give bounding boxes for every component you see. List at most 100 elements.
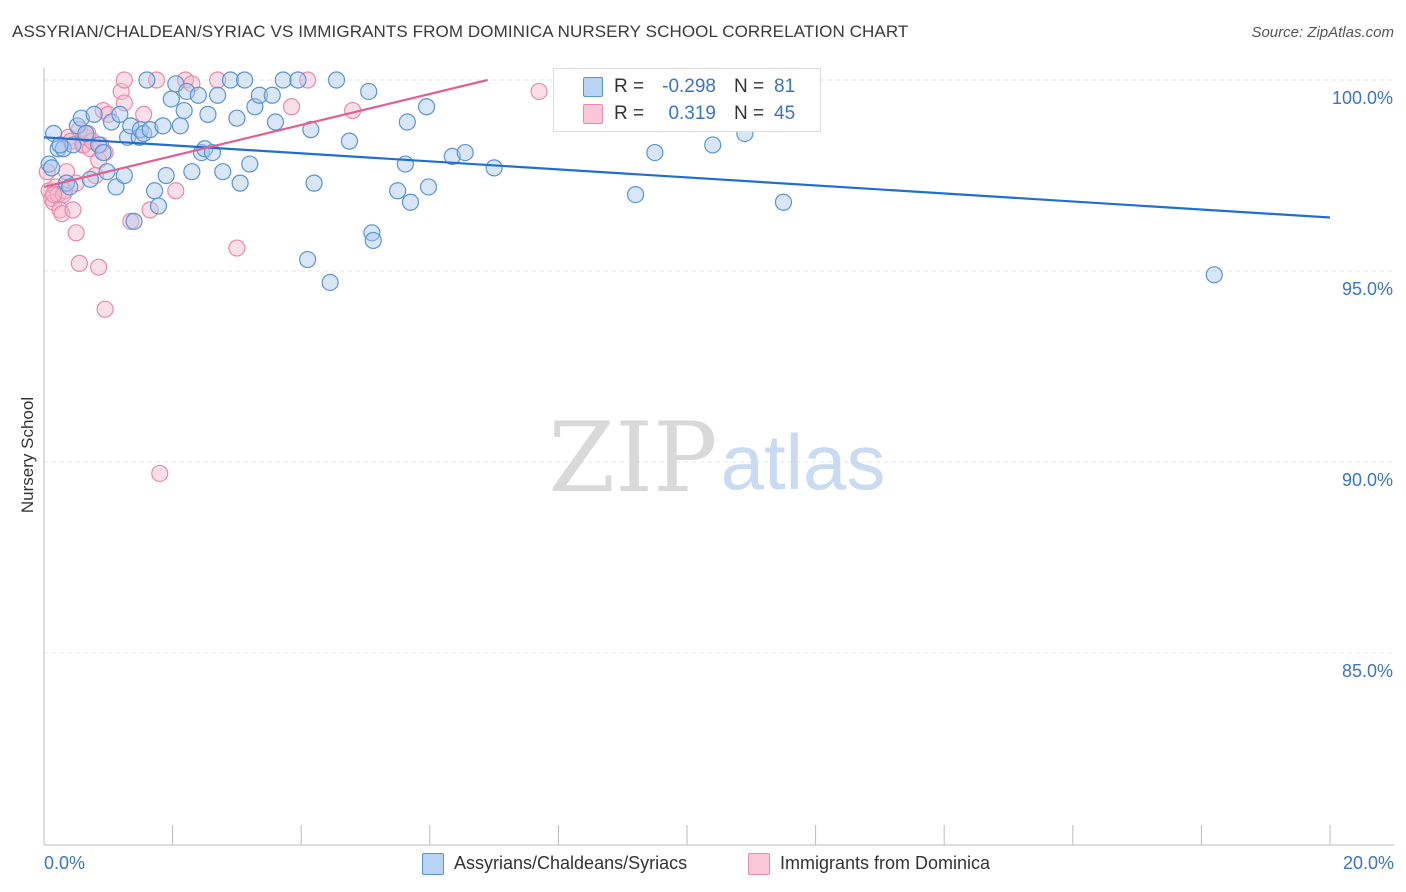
series-assyrians-points <box>40 71 1223 292</box>
legend-r-label: R = <box>614 76 645 97</box>
point-assyrians <box>305 174 323 192</box>
watermark: ZIP atlas <box>548 402 885 514</box>
y-tick-labels: 85.0% 90.0% 95.0% 100.0% <box>1332 88 1393 681</box>
point-dominica <box>45 186 63 204</box>
point-assyrians <box>183 163 201 181</box>
point-assyrians <box>77 124 95 143</box>
point-assyrians <box>327 71 346 89</box>
point-dominica <box>53 205 71 223</box>
legend-n-value: 45 <box>774 103 796 124</box>
point-assyrians <box>171 117 189 135</box>
point-assyrians <box>340 132 359 150</box>
point-assyrians <box>236 71 254 89</box>
watermark-atlas: atlas <box>721 418 886 506</box>
point-assyrians <box>241 155 259 173</box>
point-assyrians <box>228 109 246 127</box>
point-assyrians <box>360 82 378 101</box>
point-assyrians <box>289 71 307 89</box>
point-dominica <box>167 182 185 200</box>
point-assyrians <box>43 159 61 177</box>
point-assyrians <box>157 166 175 185</box>
point-assyrians <box>389 182 407 200</box>
point-dominica <box>67 224 85 242</box>
legend-r-label: R = <box>614 103 645 124</box>
point-assyrians <box>266 113 285 131</box>
point-assyrians <box>145 182 164 200</box>
y-tick-label: 100.0% <box>1332 88 1393 108</box>
point-assyrians <box>646 143 664 162</box>
point-assyrians <box>419 178 438 196</box>
point-assyrians <box>364 231 382 250</box>
point-assyrians <box>214 163 232 181</box>
point-assyrians <box>443 147 461 165</box>
point-assyrians <box>162 90 180 108</box>
point-dominica <box>282 98 301 116</box>
legend-row-assyrians: R = -0.298 N = 81 <box>554 74 820 100</box>
point-assyrians <box>774 193 793 211</box>
bottom-legend-label-assyrians: Assyrians/Chaldeans/Syriacs <box>454 853 688 873</box>
point-assyrians <box>263 86 281 104</box>
point-assyrians <box>704 136 722 154</box>
x-ticks <box>43 825 1331 845</box>
point-assyrians <box>175 101 193 120</box>
x-tick-label-min: 0.0% <box>44 853 85 873</box>
point-assyrians <box>221 71 240 89</box>
point-assyrians <box>321 273 339 292</box>
point-assyrians <box>111 105 129 123</box>
point-dominica <box>70 254 88 272</box>
bottom-legend-dominica: Immigrants from Dominica <box>748 852 1048 876</box>
bottom-legend-label-dominica: Immigrants from Dominica <box>780 853 991 873</box>
point-assyrians <box>51 136 69 154</box>
point-dominica <box>209 71 227 89</box>
point-assyrians <box>401 193 420 211</box>
bottom-legend-swatch-assyrians <box>422 853 444 875</box>
point-dominica <box>141 201 159 219</box>
series-immigrants-dominica-points <box>38 71 548 483</box>
chart-title: ASSYRIAN/CHALDEAN/SYRIAC VS IMMIGRANTS F… <box>12 22 909 41</box>
legend-swatch-dominica <box>583 104 603 124</box>
point-assyrians <box>122 117 140 135</box>
point-assyrians <box>485 159 503 177</box>
legend-row-dominica: R = 0.319 N = 45 <box>554 101 820 127</box>
y-axis-label: Nursery School <box>18 396 37 514</box>
point-assyrians <box>85 105 103 123</box>
y-tick-label: 90.0% <box>1342 470 1393 490</box>
point-dominica <box>96 300 114 318</box>
point-dominica <box>299 71 317 89</box>
point-assyrians <box>231 174 249 192</box>
legend-n-value: 81 <box>774 76 796 97</box>
x-tick-label-max: 20.0% <box>1343 853 1394 873</box>
point-dominica <box>135 105 153 123</box>
bottom-legend-assyrians: Assyrians/Chaldeans/Syriacs <box>422 852 742 876</box>
point-assyrians <box>61 178 79 196</box>
point-assyrians <box>189 86 207 104</box>
legend-swatch-assyrians <box>583 77 603 97</box>
legend-r-value: -0.298 <box>662 76 716 97</box>
legend-r-value: 0.319 <box>668 103 716 124</box>
y-tick-label: 95.0% <box>1342 279 1393 299</box>
point-assyrians <box>107 178 125 196</box>
point-assyrians <box>1205 266 1223 284</box>
stats-legend: R = -0.298 N = 81 R = 0.319 N = 45 <box>553 68 821 132</box>
trend-lines <box>43 78 1331 219</box>
point-assyrians <box>250 86 269 104</box>
point-dominica <box>151 464 169 483</box>
point-assyrians <box>64 136 82 154</box>
point-assyrians <box>149 197 168 215</box>
point-assyrians <box>456 143 474 162</box>
point-assyrians <box>154 117 172 135</box>
trendline-dominica <box>43 78 488 189</box>
point-assyrians <box>125 212 143 230</box>
legend-n-label: N = <box>734 103 765 124</box>
point-assyrians <box>274 71 292 89</box>
point-dominica <box>530 82 548 101</box>
point-assyrians <box>141 121 159 139</box>
point-assyrians <box>209 86 227 104</box>
legend-n-label: N = <box>734 76 765 97</box>
point-dominica <box>115 71 133 89</box>
watermark-zip: ZIP <box>548 402 717 514</box>
bottom-legend-swatch-dominica <box>748 853 770 875</box>
point-assyrians <box>626 186 645 204</box>
point-assyrians <box>199 105 217 123</box>
